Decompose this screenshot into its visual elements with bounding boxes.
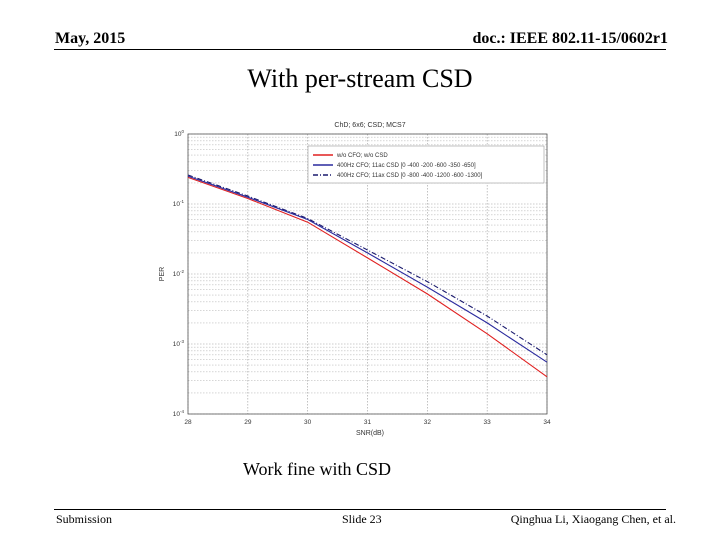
series-line-3 [187, 174, 548, 356]
chart-title: ChD; 6x6; CSD; MCS7 [334, 122, 405, 129]
x-tick-label: 32 [424, 419, 432, 426]
series-line-2 [187, 175, 548, 363]
x-tick-label: 33 [484, 419, 492, 426]
series-line-1 [187, 176, 548, 378]
chart-legend: w/o CFO; w/o CSD 400Hz CFO; 11ac CSD [0 -… [307, 145, 545, 184]
x-tick-label: 30 [304, 419, 312, 426]
footer-submission: Submission [56, 512, 113, 526]
legend-label-3: 400Hz CFO; 11ax CSD [0 -800 -400 -1200 -… [337, 173, 483, 179]
legend-label-2: 400Hz CFO; 11ac CSD [0 -400 -200 -600 -3… [337, 163, 476, 169]
footer-slide-number: Slide 23 [342, 512, 382, 526]
chart-ticks: 28 29 30 31 32 33 34 100 10-1 10-2 10-3 10-4 [173, 129, 551, 426]
x-tick-label: 34 [543, 419, 551, 426]
chart-series [187, 174, 548, 378]
x-tick-label: 31 [364, 419, 372, 426]
x-tick-label: 29 [244, 419, 252, 426]
x-tick-label: 28 [184, 419, 192, 426]
footer-rule [54, 509, 666, 510]
per-chart: 28 29 30 31 32 33 34 100 10-1 10-2 10-3 10-4 w/o CF… [159, 122, 551, 437]
slide-caption: Work fine with CSD [243, 459, 392, 479]
legend-box [307, 145, 545, 184]
plot-frame [187, 133, 548, 415]
y-tick-label: 10-3 [173, 339, 185, 348]
y-tick-label: 100 [174, 129, 184, 138]
y-tick-label: 10-2 [173, 269, 185, 278]
header-doc-id: doc.: IEEE 802.11-15/0602r1 [472, 30, 668, 47]
footer-authors: Qinghua Li, Xiaogang Chen, et al. [510, 512, 676, 526]
header-rule [54, 49, 666, 50]
chart-axes [187, 133, 548, 415]
legend-label-1: w/o CFO; w/o CSD [336, 153, 388, 159]
header-date: May, 2015 [55, 30, 126, 47]
y-tick-label: 10-1 [173, 199, 185, 208]
chart-ylabel: PER [159, 267, 166, 281]
y-tick-label: 10-4 [173, 409, 185, 418]
chart-xlabel: SNR(dB) [356, 430, 384, 437]
slide-title: With per-stream CSD [247, 64, 473, 93]
